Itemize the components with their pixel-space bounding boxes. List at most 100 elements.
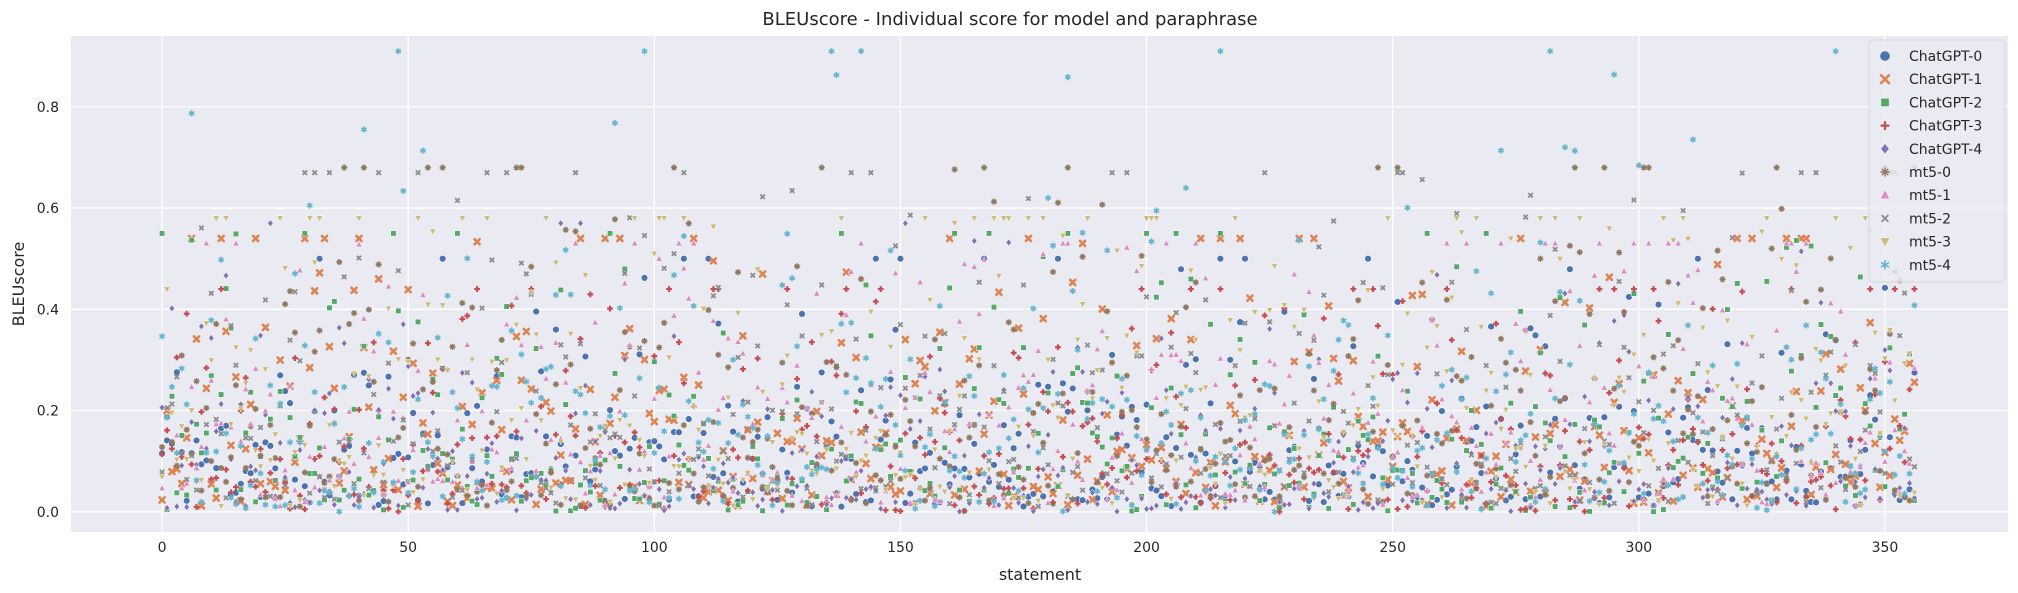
data-point [1369, 374, 1377, 382]
data-point [1536, 215, 1544, 223]
data-point [1049, 268, 1057, 276]
data-point [1758, 229, 1766, 236]
data-point [218, 430, 224, 437]
data-point [725, 364, 732, 371]
data-point [1581, 425, 1588, 432]
data-point [1679, 345, 1687, 352]
data-point [375, 442, 383, 450]
data-point [779, 282, 786, 289]
data-point [1620, 308, 1628, 316]
data-point [567, 331, 575, 338]
data-point [1039, 215, 1047, 223]
data-point [966, 491, 973, 498]
data-point [1861, 439, 1869, 446]
data-point [1138, 353, 1145, 359]
data-point [1468, 488, 1475, 495]
x-tick-label: 200 [1133, 540, 1160, 556]
data-point [956, 494, 963, 501]
data-point [1434, 371, 1440, 377]
data-point [602, 426, 608, 433]
data-point [369, 466, 378, 474]
data-point [759, 470, 766, 477]
data-point [725, 507, 732, 513]
data-point [882, 375, 889, 383]
data-point [336, 259, 343, 266]
data-point [473, 386, 481, 394]
data-point [1226, 317, 1234, 324]
data-point [670, 311, 678, 319]
data-point [661, 319, 668, 326]
data-point [252, 498, 259, 505]
data-point [1773, 453, 1780, 460]
data-point [1635, 362, 1643, 369]
data-point [449, 343, 456, 350]
data-point [842, 268, 851, 277]
data-point [1360, 498, 1367, 507]
data-point [330, 384, 339, 393]
data-point [1601, 494, 1608, 501]
data-point [463, 341, 471, 348]
data-point [449, 459, 456, 466]
data-point [228, 322, 234, 329]
data-point [858, 490, 864, 497]
data-point [247, 462, 254, 471]
data-point [557, 219, 564, 228]
data-point [528, 474, 535, 481]
data-point [1187, 478, 1194, 485]
data-point [837, 338, 846, 347]
data-point [173, 354, 180, 361]
data-point [612, 431, 618, 437]
data-point [227, 454, 235, 461]
data-point [1699, 462, 1706, 468]
data-point [557, 286, 564, 293]
data-point [710, 419, 717, 426]
data-point [1748, 460, 1756, 469]
data-point [218, 391, 225, 398]
data-point [1640, 429, 1647, 436]
data-point [1094, 500, 1101, 508]
data-point [808, 471, 815, 478]
data-point [1222, 453, 1229, 460]
data-point [961, 474, 968, 481]
data-point [1035, 503, 1042, 510]
data-point [566, 476, 575, 485]
data-point [650, 437, 659, 445]
data-point [222, 327, 230, 336]
data-point [1620, 389, 1628, 396]
data-point [1901, 424, 1908, 433]
data-point [1045, 194, 1052, 201]
data-point [1015, 498, 1022, 507]
data-point [1867, 286, 1874, 292]
data-point [1187, 492, 1194, 500]
data-point [1488, 479, 1495, 485]
data-point [341, 339, 348, 348]
data-point [1281, 501, 1288, 509]
data-point [1596, 502, 1603, 509]
data-point [1236, 347, 1244, 354]
legend-marker [1880, 214, 1890, 223]
data-point [616, 499, 623, 508]
data-point [182, 497, 191, 505]
data-point [1369, 504, 1377, 512]
data-point [769, 475, 776, 483]
data-point [542, 398, 550, 407]
data-point [892, 472, 899, 479]
data-point [547, 484, 555, 492]
data-point [1443, 430, 1450, 437]
data-point [513, 293, 520, 301]
data-point [316, 486, 323, 495]
data-point [1370, 413, 1376, 420]
data-point [1753, 504, 1761, 511]
data-point [971, 421, 978, 428]
data-point [1418, 290, 1427, 299]
data-point [493, 408, 500, 415]
data-point [306, 215, 314, 223]
data-point [434, 356, 442, 364]
data-point [242, 380, 250, 388]
data-point [1063, 500, 1072, 509]
data-point [1025, 215, 1032, 223]
data-point [1601, 499, 1608, 506]
data-point [1468, 407, 1475, 414]
data-point [1365, 447, 1371, 454]
data-point [985, 449, 993, 456]
